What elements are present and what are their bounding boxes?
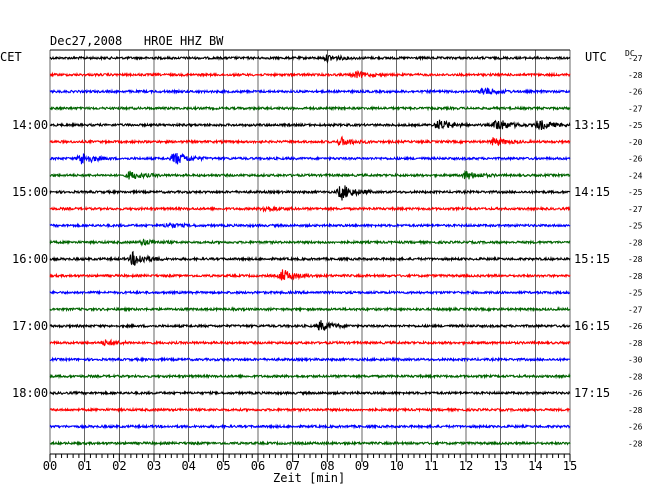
trace-15 bbox=[49, 306, 571, 313]
utc-time-label: 15:15 bbox=[574, 252, 610, 266]
x-tick-label: 00 bbox=[43, 459, 57, 473]
dc-offset-labels: -27 -28 -26 -27 -25 -20 -26 -24 -25 -27 -25 -28 -28 -… bbox=[628, 54, 643, 448]
dc-offset-label: -27 bbox=[628, 205, 643, 214]
utc-axis-label: UTC bbox=[585, 50, 607, 64]
trace-13 bbox=[49, 269, 571, 281]
x-tick-label: 07 bbox=[285, 459, 299, 473]
dc-offset-label: -28 bbox=[628, 255, 643, 264]
dc-offset-label: -28 bbox=[628, 406, 643, 415]
trace-5 bbox=[49, 135, 571, 147]
chart-title: Dec27,2008 HROE HHZ BW bbox=[50, 34, 224, 48]
cet-time-label: 14:00 bbox=[12, 118, 48, 132]
dc-offset-label: -20 bbox=[628, 138, 643, 147]
trace-9 bbox=[49, 205, 571, 213]
x-tick-label: 14 bbox=[528, 459, 542, 473]
x-tick-label: 06 bbox=[251, 459, 265, 473]
dc-offset-label: -24 bbox=[628, 171, 643, 180]
utc-time-label: 13:15 bbox=[574, 118, 610, 132]
utc-time-label: 17:15 bbox=[574, 386, 610, 400]
trace-8 bbox=[49, 185, 571, 201]
trace-7 bbox=[49, 169, 571, 180]
cet-time-label: 15:00 bbox=[12, 185, 48, 199]
x-tick-label: 09 bbox=[355, 459, 369, 473]
cet-time-label: 17:00 bbox=[12, 319, 48, 333]
seismogram-traces bbox=[49, 54, 571, 447]
x-tick-label: 01 bbox=[77, 459, 91, 473]
dc-label: DC bbox=[625, 49, 635, 58]
trace-14 bbox=[49, 289, 571, 296]
dc-offset-label: -25 bbox=[628, 222, 643, 231]
dc-offset-label: -28 bbox=[628, 272, 643, 281]
trace-10 bbox=[49, 221, 571, 229]
dc-offset-label: -28 bbox=[628, 339, 643, 348]
dc-offset-label: -26 bbox=[628, 322, 643, 331]
dc-offset-label: -27 bbox=[628, 305, 643, 314]
x-axis-label: Zeit [min] bbox=[273, 471, 345, 485]
dc-offset-label: -25 bbox=[628, 121, 643, 130]
trace-2 bbox=[49, 87, 571, 96]
x-axis: 00 01 02 03 04 05 06 07 08 09 10 11 12 13 14 15 bbox=[43, 453, 577, 473]
dc-offset-label: -28 bbox=[628, 71, 643, 80]
utc-time-label: 14:15 bbox=[574, 185, 610, 199]
trace-23 bbox=[49, 440, 571, 447]
x-tick-label: 04 bbox=[181, 459, 195, 473]
dc-offset-label: -30 bbox=[628, 356, 643, 365]
dc-offset-label: -27 bbox=[628, 104, 643, 113]
utc-time-label: 16:15 bbox=[574, 319, 610, 333]
x-tick-label: 11 bbox=[424, 459, 438, 473]
x-tick-label: 10 bbox=[389, 459, 403, 473]
cet-axis-label: CET bbox=[0, 50, 22, 64]
trace-21 bbox=[49, 406, 571, 413]
dc-offset-label: -27 bbox=[628, 54, 643, 63]
dc-offset-label: -28 bbox=[628, 238, 643, 247]
dc-offset-label: -28 bbox=[628, 439, 643, 448]
trace-20 bbox=[49, 389, 571, 397]
trace-3 bbox=[49, 105, 571, 112]
x-tick-label: 02 bbox=[112, 459, 126, 473]
dc-offset-label: -28 bbox=[628, 372, 643, 381]
cet-time-label: 16:00 bbox=[12, 252, 48, 266]
trace-19 bbox=[49, 373, 571, 380]
trace-12 bbox=[49, 250, 571, 266]
trace-11 bbox=[49, 238, 571, 247]
dc-offset-label: -26 bbox=[628, 155, 643, 164]
x-tick-label: 08 bbox=[320, 459, 334, 473]
dc-offset-label: -25 bbox=[628, 188, 643, 197]
dc-offset-label: -25 bbox=[628, 289, 643, 298]
x-tick-label: 03 bbox=[147, 459, 161, 473]
trace-1 bbox=[49, 69, 571, 79]
trace-22 bbox=[49, 423, 571, 430]
x-tick-label: 13 bbox=[493, 459, 507, 473]
right-time-labels: 13:15 14:15 15:15 16:15 17:15 bbox=[574, 118, 610, 400]
cet-time-label: 18:00 bbox=[12, 386, 48, 400]
dc-offset-label: -26 bbox=[628, 88, 643, 97]
dc-offset-label: -26 bbox=[628, 389, 643, 398]
x-tick-label: 15 bbox=[563, 459, 577, 473]
trace-0 bbox=[49, 54, 571, 64]
trace-6 bbox=[49, 152, 571, 165]
left-time-labels: 14:00 15:00 16:00 17:00 18:00 bbox=[12, 118, 48, 400]
minute-gridlines bbox=[49, 49, 571, 454]
x-tick-label: 12 bbox=[459, 459, 473, 473]
trace-16 bbox=[49, 320, 571, 331]
trace-17 bbox=[49, 338, 571, 347]
x-tick-label: 05 bbox=[216, 459, 230, 473]
trace-4 bbox=[49, 119, 571, 131]
trace-18 bbox=[49, 356, 571, 363]
dc-offset-label: -26 bbox=[628, 423, 643, 432]
